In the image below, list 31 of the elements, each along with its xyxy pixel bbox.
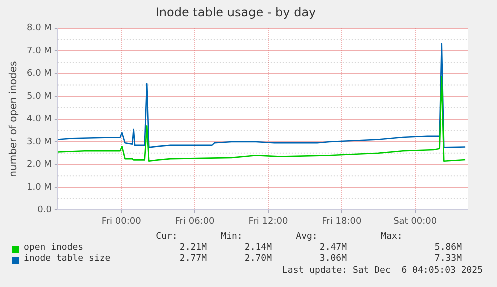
y-tick-label: 7.0 M	[26, 46, 52, 56]
y-axis-title: number of open inodes	[8, 61, 20, 178]
y-tick-label: 4.0 M	[26, 114, 52, 125]
x-tick-label: Sat 00:00	[394, 216, 438, 227]
text: 2.70M	[244, 254, 272, 264]
legend-label: open inodes	[24, 243, 84, 253]
x-tick-label: Fri 06:00	[175, 216, 216, 227]
y-tick-label: 3.0 M	[26, 137, 52, 148]
text: Max:	[380, 232, 404, 242]
text: 5.86M	[434, 243, 462, 253]
y-tick-label: 5.0 M	[26, 92, 52, 102]
y-tick-label: 1.0 M	[26, 182, 52, 193]
y-tick-label: 0.0	[38, 206, 52, 216]
text: Cur:	[155, 232, 179, 242]
y-tick-label: 6.0 M	[26, 69, 52, 80]
text: Min:	[220, 232, 244, 242]
x-tick-label: Fri 00:00	[102, 216, 142, 227]
text: 3.06M	[318, 254, 347, 264]
x-tick-label: Fri 12:00	[248, 216, 289, 227]
legend-label: inode table size	[24, 254, 111, 264]
x-tick-label: Fri 18:00	[322, 216, 362, 227]
text: 2.47M	[318, 243, 347, 253]
text: Avg:	[295, 232, 319, 242]
text: 2.14M	[244, 243, 272, 253]
text: 7.33M	[434, 254, 462, 264]
text: 2.77M	[178, 254, 207, 264]
y-tick-label: 8.0 M	[26, 24, 52, 34]
text: Last update: Sat Dec 6 04:05:03 2025	[282, 266, 483, 278]
text: 2.21M	[178, 243, 207, 253]
chart-title: Inode table usage - by day	[156, 5, 316, 20]
y-tick-label: 2.0 M	[26, 160, 52, 170]
